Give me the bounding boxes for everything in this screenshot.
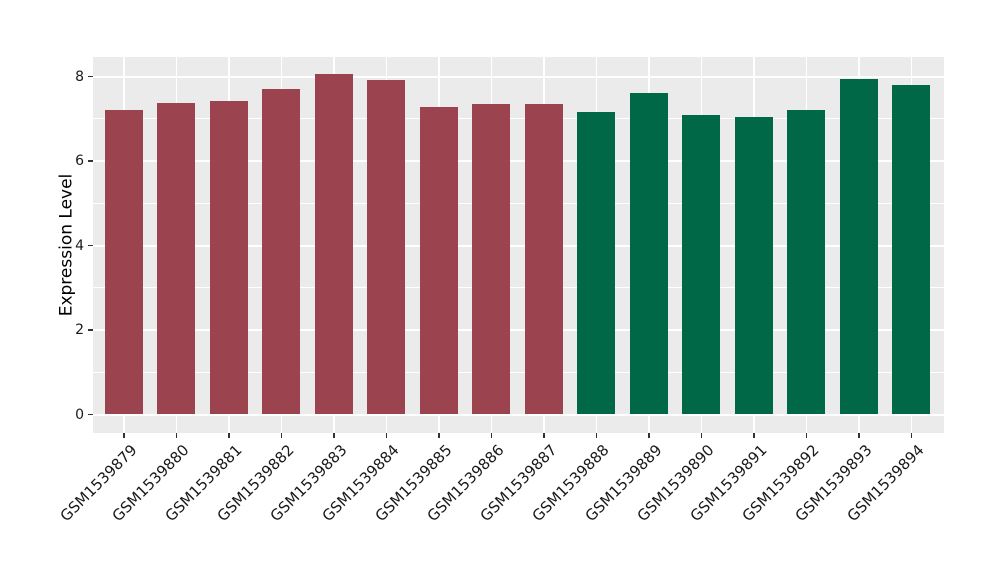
bar-GSM1539893 [839, 79, 878, 415]
x-tick-mark [438, 433, 440, 438]
bar-GSM1539892 [787, 109, 826, 415]
x-tick-mark [333, 433, 335, 438]
bar-GSM1539891 [734, 116, 773, 415]
y-tick-mark [88, 244, 93, 247]
bar-GSM1539884 [367, 80, 406, 415]
y-tick-mark [88, 160, 93, 162]
bar-GSM1539885 [419, 106, 458, 415]
x-tick-mark [805, 433, 808, 438]
x-tick-mark [175, 433, 178, 438]
gridline-minor-h [93, 371, 944, 373]
gridline-minor-h [93, 287, 944, 289]
x-tick-mark [648, 433, 650, 438]
plot-panel [93, 57, 944, 433]
bar-GSM1539888 [577, 112, 616, 415]
bar-GSM1539883 [314, 73, 353, 415]
bar-GSM1539879 [104, 109, 143, 415]
y-tick-label: 2 [75, 322, 84, 338]
x-tick-mark [123, 433, 125, 438]
y-tick-label: 8 [75, 68, 84, 85]
gridline-minor-h [93, 118, 944, 120]
y-tick-label: 6 [75, 153, 84, 169]
x-tick-mark [910, 433, 913, 438]
x-tick-mark [280, 433, 283, 438]
bar-GSM1539882 [262, 89, 301, 415]
x-tick-mark [700, 433, 703, 438]
gridline-major-h [93, 244, 944, 247]
gridline-major-h [93, 75, 944, 78]
bar-GSM1539881 [209, 101, 248, 415]
bar-GSM1539887 [524, 103, 563, 415]
x-tick-mark [543, 433, 545, 438]
bar-GSM1539880 [157, 103, 196, 415]
x-tick-mark [858, 433, 860, 438]
gridline-minor-h [93, 202, 944, 204]
x-tick-mark [595, 433, 598, 438]
y-tick-mark [88, 413, 93, 416]
x-tick-mark [228, 433, 230, 438]
bar-GSM1539886 [472, 103, 511, 415]
x-tick-mark [385, 433, 388, 438]
bar-GSM1539894 [892, 84, 931, 415]
bar-GSM1539890 [682, 115, 721, 415]
y-tick-mark [88, 329, 93, 331]
x-tick-mark [490, 433, 493, 438]
y-tick-mark [88, 75, 93, 78]
y-tick-label: 0 [75, 406, 84, 423]
gridline-major-h [93, 413, 944, 416]
gridline-major-h [93, 329, 944, 331]
y-tick-label: 4 [75, 237, 84, 254]
x-tick-mark [753, 433, 755, 438]
gridline-major-h [93, 160, 944, 162]
bar-GSM1539889 [629, 93, 668, 415]
